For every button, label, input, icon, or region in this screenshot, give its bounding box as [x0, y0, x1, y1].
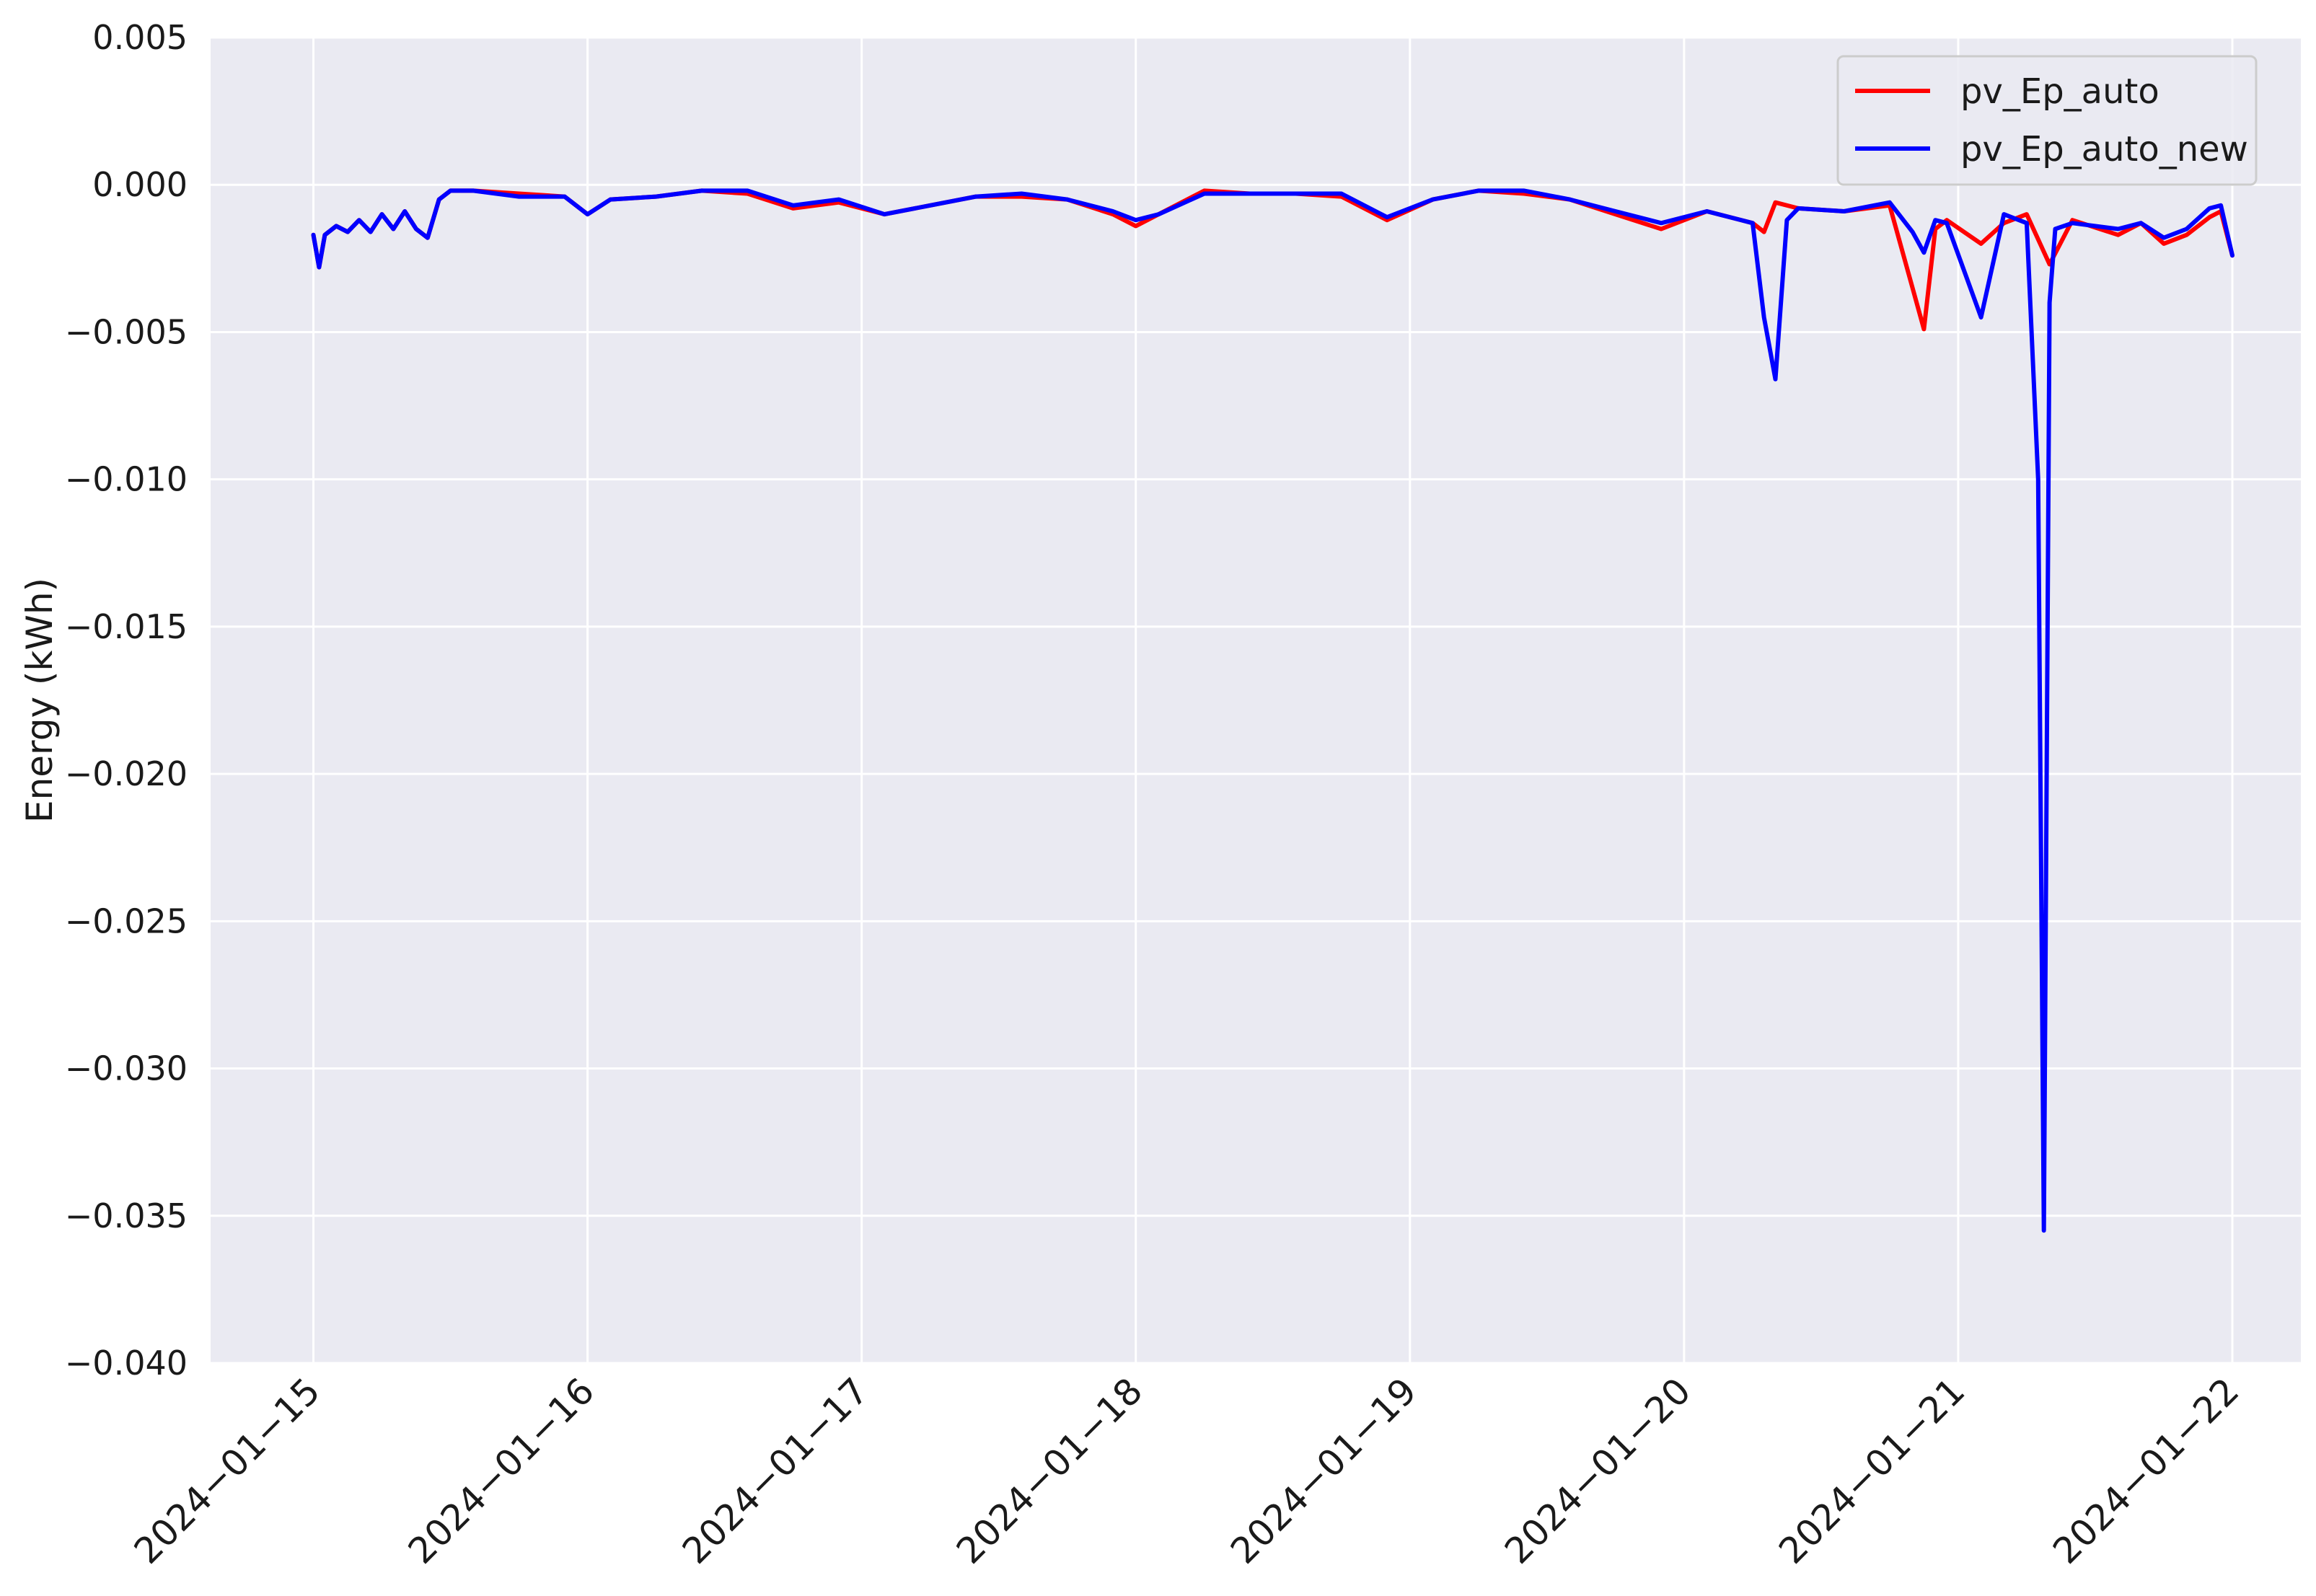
y-tick-label: −0.010: [65, 460, 188, 499]
x-axis: 2024−01−15 2024−01−16 2024−01−17 2024−01−18…: [126, 1370, 2247, 1571]
legend-label-pv-ep-auto: pv_Ep_auto: [1960, 71, 2159, 112]
legend: pv_Ep_auto pv_Ep_auto_new: [1836, 55, 2258, 186]
y-tick-label: −0.040: [65, 1344, 188, 1383]
x-tick-label: 2024−01−19: [1223, 1370, 1425, 1571]
x-tick-label: 2024−01−18: [948, 1370, 1150, 1571]
y-tick-label: −0.025: [65, 901, 188, 940]
y-axis-label: Energy (kWh): [19, 578, 61, 823]
series-line-pv-ep-auto-new: [311, 188, 2234, 1233]
legend-box: [1836, 55, 2258, 186]
legend-label-pv-ep-auto-new: pv_Ep_auto_new: [1960, 129, 2248, 169]
x-tick-label: 2024−01−15: [126, 1370, 328, 1571]
x-tick-label: 2024−01−20: [1497, 1370, 1699, 1571]
y-tick-label: −0.035: [65, 1196, 188, 1235]
y-tick-label: −0.005: [65, 312, 188, 351]
x-tick-label: 2024−01−21: [1771, 1370, 1973, 1571]
series-layer: [311, 188, 2234, 1233]
x-tick-label: 2024−01−16: [400, 1370, 602, 1571]
x-tick-label: 2024−01−17: [674, 1370, 876, 1571]
y-tick-label: −0.030: [65, 1049, 188, 1088]
y-tick-label: 0.000: [92, 165, 188, 204]
x-tick-label: 2024−01−22: [2045, 1370, 2247, 1571]
plot-area: [211, 38, 2301, 1363]
y-axis: 0.005 0.000 −0.005 −0.010 −0.015 −0.020 −0.025…: [65, 18, 188, 1383]
y-tick-label: −0.015: [65, 607, 188, 646]
grid: [211, 36, 2301, 1364]
y-tick-label: −0.020: [65, 754, 188, 793]
y-tick-label: 0.005: [92, 18, 188, 57]
